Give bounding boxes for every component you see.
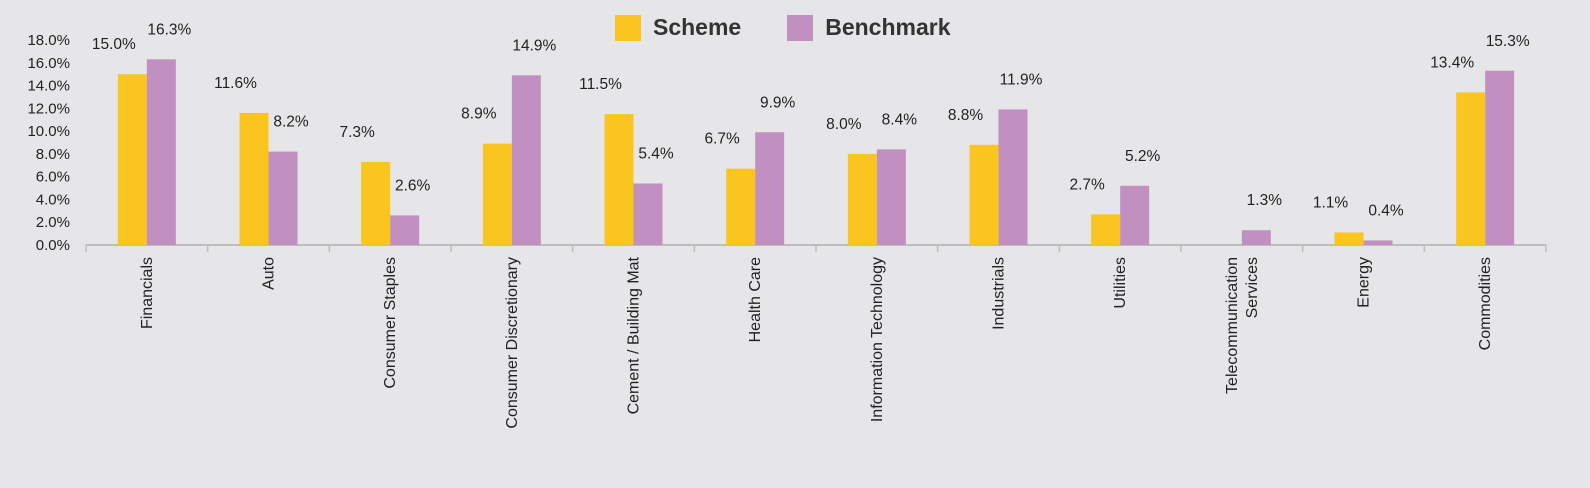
data-label-scheme: 11.6% [214, 75, 257, 92]
x-category-label: Consumer Staples [382, 257, 399, 389]
x-category-label: Auto [261, 257, 278, 290]
bar-benchmark [390, 215, 420, 245]
y-tick-label: 16.0% [27, 55, 70, 72]
y-tick-label: 12.0% [27, 100, 70, 117]
bar-scheme [1334, 232, 1364, 245]
bar-scheme [604, 114, 634, 246]
data-label-benchmark: 1.3% [1247, 192, 1283, 209]
data-label-scheme: 8.8% [948, 107, 984, 124]
x-category-label: Utilities [1112, 257, 1129, 309]
data-label-scheme: 8.9% [461, 106, 497, 123]
bar-benchmark [998, 109, 1028, 245]
x-category-label: Information Technology [869, 257, 886, 422]
bar-scheme [361, 161, 391, 245]
data-label-benchmark: 0.4% [1368, 202, 1404, 219]
legend-swatch-benchmark [787, 14, 814, 41]
y-tick-label: 8.0% [36, 146, 70, 163]
data-label-scheme: 2.7% [1069, 176, 1105, 193]
y-tick-label: 18.0% [27, 32, 70, 49]
bar-benchmark [633, 183, 663, 245]
data-label-benchmark: 5.2% [1125, 148, 1161, 165]
bar-scheme [1091, 214, 1121, 245]
x-category-label: Financials [139, 257, 156, 329]
y-tick-label: 10.0% [27, 123, 70, 140]
data-label-benchmark: 11.9% [1000, 71, 1043, 88]
bar-scheme [239, 112, 269, 245]
x-category-label: Consumer Discretionary [504, 257, 521, 429]
bar-scheme [726, 168, 756, 245]
y-tick-label: 0.0% [36, 237, 70, 254]
y-tick-label: 14.0% [27, 78, 70, 95]
x-category-label: Telecommunication [1224, 257, 1241, 394]
data-label-scheme: 13.4% [1430, 54, 1474, 71]
bar-scheme [969, 144, 999, 245]
bar-benchmark [876, 149, 906, 245]
data-label-scheme: 15.0% [92, 36, 136, 53]
x-category-label: Commodities [1477, 257, 1494, 350]
bar-benchmark [511, 75, 541, 245]
x-category-label: Industrials [991, 257, 1008, 330]
legend: Scheme Benchmark [615, 14, 951, 41]
bar-benchmark [146, 59, 176, 245]
bar-benchmark [755, 132, 785, 245]
bar-benchmark [1485, 70, 1515, 245]
legend-item-scheme: Scheme [615, 14, 741, 41]
x-category-label: Services [1244, 257, 1261, 318]
y-tick-label: 6.0% [36, 169, 70, 186]
y-tick-label: 2.0% [36, 214, 70, 231]
data-label-benchmark: 14.9% [512, 37, 556, 54]
bar-scheme [847, 153, 877, 245]
bar-scheme [482, 143, 512, 245]
x-category-label: Health Care [747, 257, 764, 342]
data-label-benchmark: 8.2% [273, 114, 309, 131]
data-label-benchmark: 2.6% [395, 177, 431, 194]
x-category-label: Energy [1356, 257, 1373, 308]
legend-swatch-scheme [615, 14, 641, 41]
bar-scheme [1456, 92, 1486, 245]
bar-benchmark [1120, 185, 1150, 245]
data-label-scheme: 6.7% [704, 131, 740, 148]
legend-label-benchmark: Benchmark [825, 14, 951, 40]
data-label-benchmark: 15.3% [1486, 33, 1530, 50]
legend-label-scheme: Scheme [653, 14, 742, 40]
legend-item-benchmark: Benchmark [787, 14, 951, 41]
data-label-benchmark: 5.4% [638, 146, 674, 163]
bar-benchmark [1363, 240, 1393, 245]
data-label-benchmark: 8.4% [882, 111, 918, 128]
data-label-benchmark: 9.9% [760, 94, 796, 111]
y-tick-label: 4.0% [36, 191, 70, 208]
data-label-scheme: 8.0% [826, 116, 862, 133]
data-label-scheme: 7.3% [339, 124, 375, 141]
bar-benchmark [1241, 230, 1271, 245]
bar-scheme [117, 74, 147, 246]
data-label-benchmark: 16.3% [147, 21, 191, 38]
x-category-label: Cement / Building Mat [626, 256, 643, 414]
data-label-scheme: 1.1% [1313, 194, 1349, 211]
bar-benchmark [268, 151, 298, 245]
data-label-scheme: 11.5% [579, 76, 622, 93]
